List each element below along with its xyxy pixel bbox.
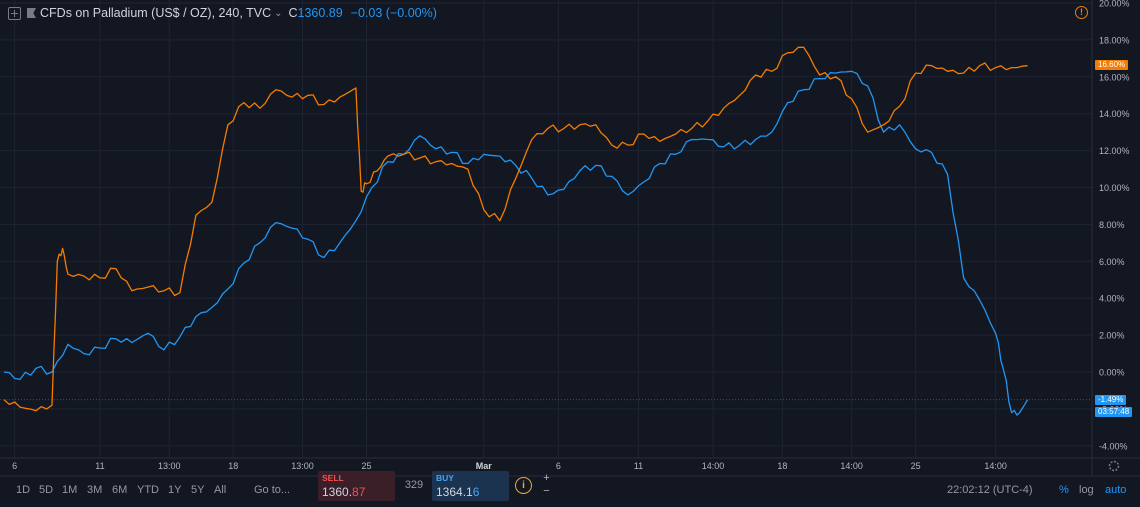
y-tick-label: 16.00% [1099,72,1130,82]
countdown-label: 03:57:48 [1095,407,1133,417]
close-value: 1360.89 [297,6,343,20]
x-tick-label: 14:00 [702,461,725,471]
sell-label: SELL [322,473,344,483]
x-tick-label: 14:00 [984,461,1007,471]
range-1y-button[interactable]: 1Y [168,484,182,496]
quantity-minus-button[interactable]: − [543,485,550,497]
close-label: C [288,6,298,20]
range-5y-button[interactable]: 5Y [191,484,205,496]
symbol-header: CFDs on Palladium (US$ / OZ), 240, TVC ⌄… [8,4,437,22]
range-ytd-button[interactable]: YTD [137,484,159,496]
trade-info-button[interactable]: i [512,474,536,498]
info-icon: i [515,477,532,494]
y-tick-label: 10.00% [1099,183,1130,193]
sell-price-frac: 87 [352,485,366,499]
bottom-toolbar: 1D 5D 1M 3M 6M YTD 1Y 5Y All Go to... 22… [0,476,1140,507]
last-price-label-orange: 16.60% [1095,60,1129,70]
x-tick-label: 6 [556,461,561,471]
settings-gear-icon[interactable] [1108,460,1120,472]
warning-icon[interactable]: ! [1075,6,1088,19]
y-tick-label: -4.00% [1099,441,1128,451]
sell-button[interactable]: SELL 1360.87 [318,471,395,501]
chart-grid [0,0,1092,458]
y-tick-label: 20.00% [1099,0,1130,9]
buy-label: BUY [436,473,454,483]
time-axis[interactable]: 6 11 13:00 18 13:00 25 Mar 6 11 14:00 18 14:00 25 14:… [12,461,1007,471]
log-toggle[interactable]: log [1079,484,1094,496]
x-tick-label: 11 [95,461,104,471]
symbol-title[interactable]: CFDs on Palladium (US$ / OZ), 240, TVC [40,6,272,20]
y-tick-label: 8.00% [1099,220,1125,230]
flag-icon[interactable] [27,8,36,18]
buy-price: 1364.16 [436,485,479,499]
x-tick-label: 25 [911,461,921,471]
y-tick-label: 18.00% [1099,35,1130,45]
y-tick-label: 12.00% [1099,146,1130,156]
x-tick-label: 14:00 [840,461,863,471]
chart-series [3,46,1029,416]
x-tick-label: 13:00 [158,461,181,471]
x-tick-label: 6 [12,461,17,471]
x-tick-label: 13:00 [291,461,314,471]
spread-value: 329 [404,479,424,491]
collapse-icon[interactable] [8,6,21,20]
x-tick-label: 11 [634,461,643,471]
buy-price-frac: 6 [472,485,480,499]
x-tick-label: 25 [362,461,372,471]
range-5d-button[interactable]: 5D [39,484,54,496]
range-1d-button[interactable]: 1D [16,484,31,496]
goto-button[interactable]: Go to... [254,484,291,496]
price-axis[interactable]: 20.00% 18.00% 16.00% 14.00% 12.00% 10.00% 8.00… [1099,0,1130,451]
percent-toggle[interactable]: % [1059,484,1069,496]
x-tick-label: 18 [777,461,787,471]
x-tick-label: Mar [476,461,493,471]
range-6m-button[interactable]: 6M [112,484,128,496]
y-tick-label: 2.00% [1099,331,1125,341]
y-tick-label: 4.00% [1099,294,1125,304]
range-1m-button[interactable]: 1M [62,484,78,496]
change-value: −0.03 (−0.00%) [350,6,437,20]
auto-toggle[interactable]: auto [1105,484,1127,496]
range-3m-button[interactable]: 3M [87,484,103,496]
sell-price: 1360.87 [322,485,365,499]
x-tick-label: 18 [228,461,238,471]
chevron-down-icon[interactable]: ⌄ [274,7,283,19]
last-price-label-blue: -1.49% [1095,395,1127,405]
y-tick-label: 0.00% [1099,368,1125,378]
series-line-blue [3,70,1029,416]
range-all-button[interactable]: All [214,484,227,496]
buy-price-main: 1364.1 [436,485,473,499]
y-tick-label: 14.00% [1099,109,1130,119]
quantity-plus-button[interactable]: + [543,472,550,484]
sell-price-main: 1360. [322,485,353,499]
time-display: 22:02:12 (UTC-4) [947,484,1033,496]
buy-button[interactable]: BUY 1364.16 [432,471,509,501]
y-tick-label: 6.00% [1099,257,1125,267]
series-line-orange [3,46,1028,412]
